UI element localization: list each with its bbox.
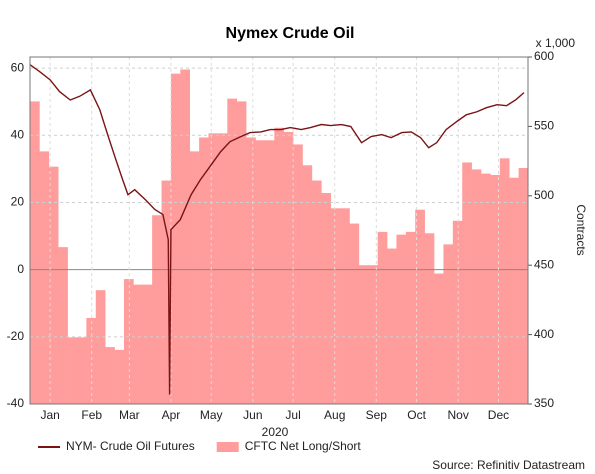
area-step bbox=[349, 223, 360, 404]
area-step bbox=[405, 231, 416, 404]
area-step bbox=[340, 208, 350, 404]
area-step bbox=[481, 173, 491, 404]
area-step bbox=[293, 144, 303, 404]
area-step bbox=[471, 169, 482, 404]
x-tick-label: Jan bbox=[40, 408, 59, 422]
x-tick-label: Mar bbox=[119, 408, 140, 422]
area-step bbox=[264, 140, 275, 404]
area-step bbox=[142, 284, 153, 404]
area-step bbox=[189, 151, 200, 404]
plot-frame bbox=[29, 56, 529, 405]
y-tick-label: 0 bbox=[17, 262, 24, 276]
area-step bbox=[443, 244, 454, 404]
area-step bbox=[105, 347, 115, 404]
area-step bbox=[199, 137, 209, 404]
area-step bbox=[452, 220, 463, 404]
area-step bbox=[39, 151, 50, 404]
area-step bbox=[236, 101, 247, 404]
area-step bbox=[274, 127, 284, 405]
grid-layer bbox=[30, 57, 528, 405]
area-step bbox=[246, 137, 256, 404]
y-tick-label: 60 bbox=[11, 60, 25, 74]
area-step bbox=[387, 248, 397, 404]
x-tick-label: Apr bbox=[162, 408, 181, 422]
area-step bbox=[462, 162, 472, 404]
area-step bbox=[114, 349, 125, 404]
y2-tick-label: 500 bbox=[534, 188, 554, 202]
area-step bbox=[509, 177, 519, 404]
area-step bbox=[67, 337, 78, 404]
y2-tick-label: 350 bbox=[534, 396, 554, 410]
area-step bbox=[396, 234, 407, 404]
area-step bbox=[170, 73, 181, 404]
x-tick-label: Jun bbox=[243, 408, 262, 422]
x-tick-label: Jul bbox=[285, 408, 300, 422]
x-tick-label: Dec bbox=[488, 408, 509, 422]
y-tick-label: 40 bbox=[11, 127, 25, 141]
area-step bbox=[358, 265, 369, 404]
source-note: Source: Refinitiv Datastream bbox=[432, 458, 585, 472]
area-step bbox=[377, 231, 388, 404]
area-step bbox=[217, 133, 228, 404]
area-layer bbox=[30, 69, 529, 405]
y-tick-label: -20 bbox=[7, 329, 25, 343]
y-tick-label: -40 bbox=[7, 396, 25, 410]
x-axis-label: 2020 bbox=[262, 425, 289, 439]
legend-label: NYM- Crude Oil Futures bbox=[66, 439, 195, 453]
area-step bbox=[499, 158, 510, 404]
area-step bbox=[133, 284, 144, 404]
area-step bbox=[161, 180, 172, 404]
chart-title: Nymex Crude Oil bbox=[226, 25, 355, 42]
y2-axis-label: Contracts bbox=[574, 204, 588, 255]
area-step bbox=[227, 98, 238, 404]
area-step bbox=[518, 168, 529, 404]
area-step bbox=[321, 193, 331, 404]
area-step bbox=[424, 233, 435, 404]
y2-unit: x 1,000 bbox=[536, 36, 576, 50]
area-step bbox=[58, 247, 68, 404]
area-step bbox=[330, 208, 341, 404]
area-step bbox=[283, 131, 294, 404]
y2-tick-label: 400 bbox=[534, 327, 554, 341]
y-tick-label: 20 bbox=[11, 195, 25, 209]
y2-tick-label: 550 bbox=[534, 119, 554, 133]
area-step bbox=[86, 317, 97, 404]
area-step bbox=[255, 140, 266, 404]
y2-tick-label: 450 bbox=[534, 257, 554, 271]
x-tick-label: May bbox=[200, 408, 223, 422]
legend-swatch bbox=[216, 442, 239, 452]
area-step bbox=[208, 133, 219, 404]
x-tick-label: Oct bbox=[407, 408, 426, 422]
price-line bbox=[29, 64, 525, 395]
area-step bbox=[368, 265, 378, 404]
x-tick-label: Feb bbox=[81, 408, 102, 422]
legend-label: CFTC Net Long/Short bbox=[245, 439, 362, 453]
x-tick-label: Nov bbox=[448, 408, 469, 422]
area-step bbox=[180, 69, 191, 404]
area-step bbox=[311, 180, 322, 404]
area-step bbox=[302, 165, 313, 404]
x-tick-label: Sep bbox=[366, 408, 388, 422]
area-step bbox=[76, 337, 87, 404]
area-step bbox=[123, 279, 134, 404]
x-tick-label: Aug bbox=[324, 408, 345, 422]
area-step bbox=[415, 209, 425, 404]
area-step bbox=[434, 273, 444, 404]
area-step bbox=[152, 215, 162, 404]
area-step bbox=[48, 166, 59, 404]
area-step bbox=[95, 290, 106, 404]
area-step bbox=[30, 101, 40, 404]
y2-tick-label: 600 bbox=[534, 49, 554, 63]
area-step bbox=[490, 174, 501, 404]
line-layer bbox=[29, 64, 525, 395]
